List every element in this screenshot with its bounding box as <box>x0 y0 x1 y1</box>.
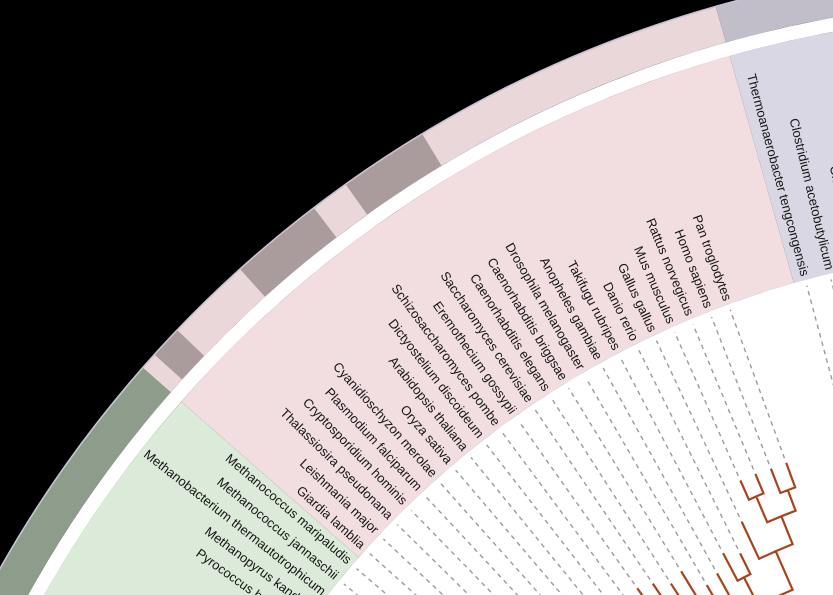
tree-area <box>327 273 833 595</box>
leader-lines <box>343 279 833 595</box>
eukaryota-rim-segment <box>345 133 442 215</box>
bacteria-rim-band <box>715 0 833 43</box>
eukaryota-tree-branches <box>636 462 798 595</box>
archaea-rim-band <box>0 367 171 595</box>
bacteria-wedge <box>729 31 833 284</box>
eukaryota-wedge <box>181 55 794 558</box>
archaea-wedge <box>44 401 359 595</box>
eukaryota-rim-segment <box>239 207 337 297</box>
